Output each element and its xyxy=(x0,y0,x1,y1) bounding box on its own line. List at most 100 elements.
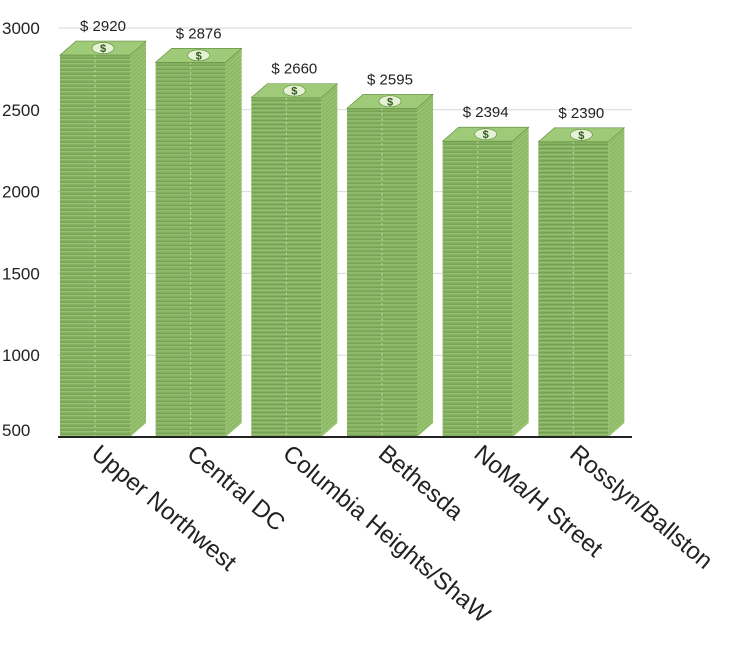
value-label: $ 2920 xyxy=(80,18,126,35)
bill-side-line xyxy=(416,97,434,112)
bill-side-line xyxy=(129,287,147,303)
bar: $ xyxy=(441,126,530,437)
bill-side-line xyxy=(225,167,242,182)
bill-side-line xyxy=(129,411,147,427)
bill-side-line xyxy=(512,205,529,221)
bill-side-line xyxy=(416,225,434,240)
bar-side xyxy=(321,83,338,438)
bill-side-line xyxy=(321,386,338,401)
bar: $ xyxy=(250,83,339,438)
bill-side-line xyxy=(512,209,529,225)
bill-side-line xyxy=(321,394,338,409)
bill-side-line xyxy=(321,118,338,133)
bill-side-line xyxy=(225,367,242,382)
bill-side-line xyxy=(512,413,529,429)
bill-side-line xyxy=(129,155,147,171)
bill-side-line xyxy=(225,259,242,274)
bill-side-line xyxy=(225,91,242,106)
bill-side-line xyxy=(416,173,434,188)
bill-side-line xyxy=(608,242,625,258)
bill-side-line xyxy=(321,362,338,377)
bill-side-line xyxy=(321,162,338,177)
bill-side-line xyxy=(608,310,625,326)
bill-side-line xyxy=(512,325,529,341)
bill-side-line xyxy=(416,389,434,404)
bill-side-line xyxy=(225,191,242,206)
bill-side-line xyxy=(129,127,147,143)
bill-side-line xyxy=(608,294,625,310)
bill-side-line xyxy=(129,43,147,59)
bill-side-line xyxy=(225,307,242,322)
bill-side-line xyxy=(608,234,625,250)
bill-side-line xyxy=(416,405,434,420)
bill-side-line xyxy=(416,197,434,212)
bill-side-line xyxy=(129,207,147,223)
bill-side-line xyxy=(512,185,529,201)
bill-side-line xyxy=(129,323,147,339)
bill-side-line xyxy=(608,358,625,374)
bill-side-line xyxy=(416,125,434,140)
bill-side-line xyxy=(225,171,242,186)
bill-side-line xyxy=(225,311,242,326)
bill-side-line xyxy=(225,215,242,230)
bill-side-line xyxy=(608,238,625,254)
bill-side-line xyxy=(225,231,242,246)
bill-side-line xyxy=(321,154,338,169)
bill-side-line xyxy=(608,198,625,214)
bill-side-line xyxy=(321,130,338,145)
bill-side-line xyxy=(321,210,338,225)
bill-side-line xyxy=(416,281,434,296)
bill-side-line xyxy=(225,291,242,306)
bill-side-line xyxy=(512,417,529,433)
bill-side-line xyxy=(608,150,625,166)
bill-side-line xyxy=(225,111,242,126)
bill-side-line xyxy=(225,99,242,114)
bill-side-line xyxy=(512,353,529,369)
bill-side-line xyxy=(608,322,625,338)
y-tick-label: 1000 xyxy=(2,346,40,365)
bill-side-line xyxy=(608,174,625,190)
bill-side-line xyxy=(608,170,625,186)
bill-side-line xyxy=(512,261,529,277)
bill-side-line xyxy=(416,221,434,236)
bill-side-line xyxy=(321,94,338,109)
dollar-emblem xyxy=(378,95,402,108)
bill-side-line xyxy=(129,99,147,115)
bill-side-line xyxy=(321,146,338,161)
bill-side-line xyxy=(225,271,242,286)
bill-side-line xyxy=(321,390,338,405)
bill-side-line xyxy=(416,293,434,308)
bill-side-line xyxy=(129,215,147,231)
bill-side-line xyxy=(129,59,147,75)
bill-side-line xyxy=(416,137,434,152)
bill-side-line xyxy=(225,371,242,386)
bill-side-line xyxy=(416,149,434,164)
bill-side-line xyxy=(225,335,242,350)
bill-side-line xyxy=(129,295,147,311)
bill-side-line xyxy=(512,277,529,293)
bill-side-line xyxy=(416,361,434,376)
bill-side-line xyxy=(225,319,242,334)
bill-side-line xyxy=(512,297,529,313)
bill-side-line xyxy=(129,419,147,435)
bill-side-line xyxy=(416,325,434,340)
bill-side-line xyxy=(129,399,147,415)
bill-side-line xyxy=(225,343,242,358)
bill-side-line xyxy=(225,235,242,250)
bill-side-line xyxy=(321,286,338,301)
bill-side-line xyxy=(321,330,338,345)
bill-side-line xyxy=(512,397,529,413)
bill-side-line xyxy=(129,275,147,291)
bill-side-line xyxy=(608,250,625,266)
bill-side-line xyxy=(129,219,147,235)
bill-side-line xyxy=(608,286,625,302)
bill-side-line xyxy=(608,258,625,274)
bill-side-line xyxy=(321,114,338,129)
bill-side-line xyxy=(129,135,147,151)
dollar-emblem xyxy=(187,49,210,62)
bill-side-line xyxy=(416,301,434,316)
value-label: $ 2876 xyxy=(176,25,222,42)
bill-side-line xyxy=(321,106,338,121)
